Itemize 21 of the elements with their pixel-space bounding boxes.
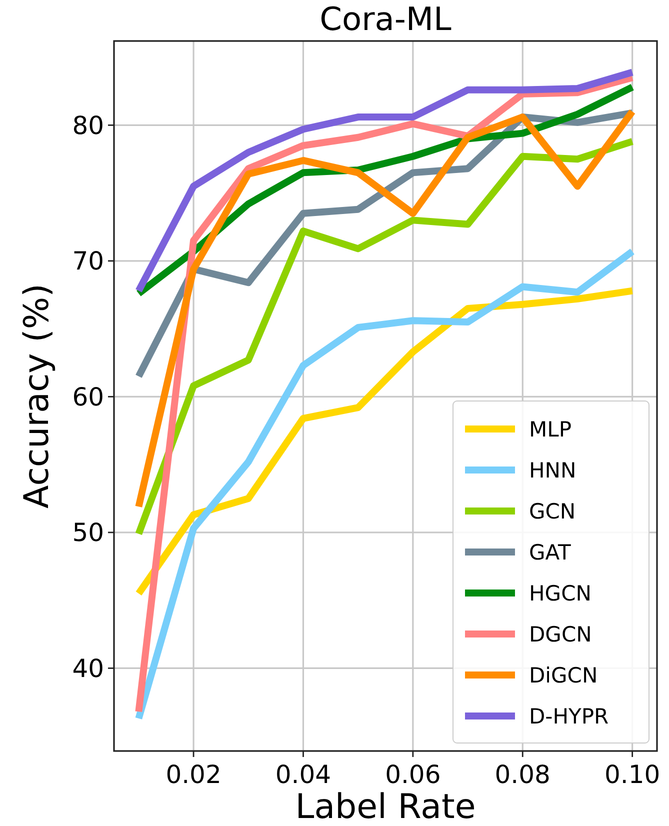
y-tick-label: 40: [72, 654, 104, 683]
x-axis-title: Label Rate: [295, 787, 476, 826]
x-tick-label: 0.08: [494, 760, 550, 789]
x-tick-label: 0.10: [604, 760, 660, 789]
chart-title: Cora-ML: [320, 0, 452, 38]
legend-label: GCN: [529, 499, 576, 524]
x-tick-label: 0.04: [275, 760, 332, 789]
legend-label: MLP: [529, 417, 572, 442]
y-tick-label: 60: [72, 382, 104, 412]
y-axis-title: Accuracy (%): [17, 284, 57, 508]
legend-label: GAT: [529, 540, 572, 564]
legend-label: D-HYPR: [529, 704, 609, 728]
legend-label: DiGCN: [529, 663, 598, 688]
y-tick-label: 50: [72, 518, 104, 548]
y-tick-label: 70: [72, 246, 104, 276]
x-tick-label: 0.06: [385, 760, 441, 789]
legend-label: HNN: [529, 458, 576, 482]
legend-label: DGCN: [529, 622, 592, 646]
legend-label: HGCN: [529, 581, 592, 606]
y-tick-label: 80: [72, 110, 104, 140]
x-tick-label: 0.02: [166, 760, 222, 789]
